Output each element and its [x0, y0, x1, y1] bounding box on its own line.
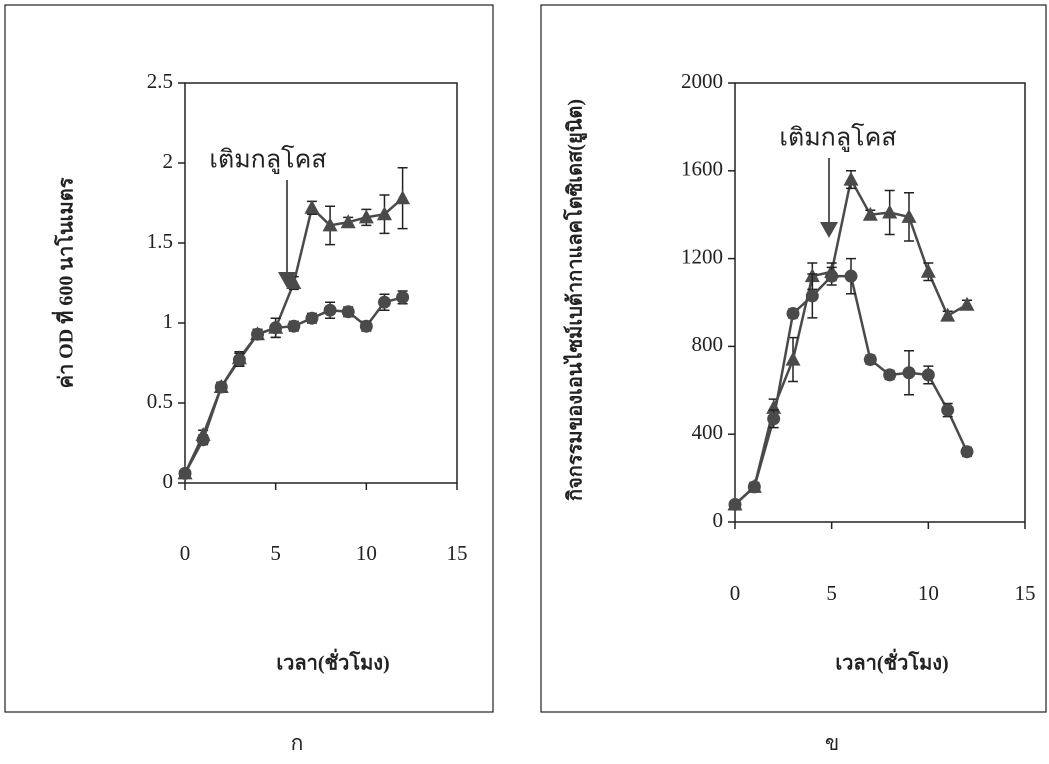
triangle-marker: [882, 205, 897, 219]
figure: 0 5 10 15 0 0.5 1 1.5 2 2.5 เติมกลูโคสเวลา(ชั่วโมง…: [0, 0, 1049, 764]
circle-marker: [903, 366, 916, 379]
circle-marker: [197, 433, 210, 446]
x-axis-title: เวลา(ชั่วโมง): [835, 648, 948, 675]
x-tick-label: 10: [918, 581, 939, 605]
x-tick-label: 5: [270, 541, 281, 565]
y-axis-title: กิจกรรมของเอนไซม์เบต้ากาแลคโตซิเดส(ยูนิต…: [563, 99, 589, 501]
x-tick-label: 15: [447, 541, 468, 565]
circle-marker: [360, 320, 373, 333]
panel-label: ก: [291, 731, 304, 755]
series-line: [735, 180, 967, 505]
circle-marker: [825, 270, 838, 283]
x-tick-label: 10: [356, 541, 377, 565]
y-tick-label: 0: [163, 469, 174, 493]
x-tick-label: 15: [1015, 581, 1036, 605]
circle-marker: [748, 480, 761, 493]
circle-marker: [342, 305, 355, 318]
circle-marker: [215, 381, 228, 394]
x-tick-label: 5: [826, 581, 837, 605]
circle-marker: [845, 270, 858, 283]
circle-marker: [269, 321, 282, 334]
y-tick-label: 1200: [681, 244, 723, 268]
annotation-arrowhead: [820, 222, 838, 238]
circle-marker: [179, 467, 192, 480]
circle-marker: [251, 328, 264, 341]
triangle-marker: [940, 308, 955, 322]
y-tick-label: 2: [163, 149, 174, 173]
y-tick-label: 800: [692, 332, 724, 356]
annotation: เติมกลูโคส: [209, 145, 326, 175]
y-tick-label: 400: [692, 420, 724, 444]
circle-marker: [767, 412, 780, 425]
y-axis-title: ค่า OD ที่ 600 นาโนเมตร: [51, 177, 78, 388]
circle-marker: [396, 291, 409, 304]
circle-marker: [922, 368, 935, 381]
circle-marker: [883, 368, 896, 381]
circle-marker: [729, 498, 742, 511]
circle-marker: [787, 307, 800, 320]
triangle-marker: [786, 352, 801, 366]
circle-marker: [806, 289, 819, 302]
panel-frame: [5, 5, 493, 712]
x-axis-title: เวลา(ชั่วโมง): [276, 648, 389, 675]
x-tick-label: 0: [180, 541, 191, 565]
circle-marker: [287, 320, 300, 333]
circle-marker: [378, 296, 391, 309]
triangle-marker: [921, 264, 936, 278]
x-tick-label: 0: [730, 581, 741, 605]
circle-marker: [305, 312, 318, 325]
y-tick-label: 0.5: [147, 389, 173, 413]
y-tick-label: 0: [713, 508, 724, 532]
circle-marker: [941, 404, 954, 417]
y-tick-label: 2.5: [147, 69, 173, 93]
circle-marker: [961, 445, 974, 458]
page: {"chart_data": [ {"type": "line", "panel…: [0, 0, 1049, 764]
y-tick-label: 2000: [681, 69, 723, 93]
annotation: เติมกลูโคส: [779, 123, 896, 153]
circle-marker: [233, 353, 246, 366]
panel-label: ข: [825, 731, 839, 755]
triangle-marker: [395, 190, 410, 204]
y-tick-label: 1.5: [147, 229, 173, 253]
circle-marker: [324, 304, 337, 317]
y-tick-label: 1: [163, 309, 174, 333]
triangle-marker: [844, 172, 859, 186]
series-line: [185, 198, 403, 473]
y-tick-label: 1600: [681, 157, 723, 181]
circle-marker: [864, 353, 877, 366]
triangle-marker: [960, 297, 975, 311]
plot-frame: [185, 83, 457, 483]
series-line: [735, 276, 967, 504]
triangle-marker: [304, 200, 319, 214]
